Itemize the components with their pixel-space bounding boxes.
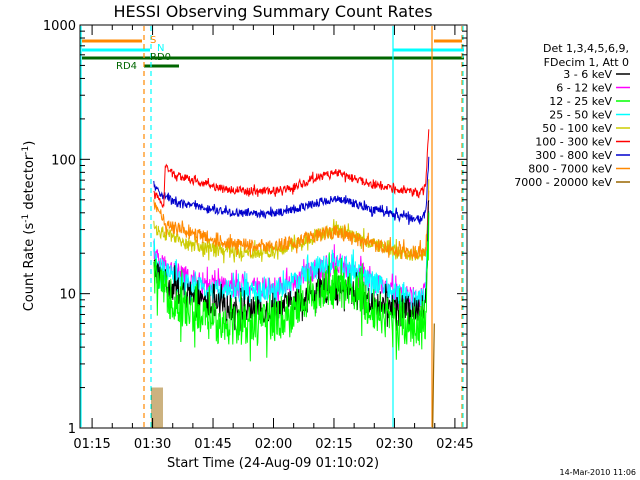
plot-frame xyxy=(80,25,467,428)
legend-label-8: 800 - 7000 keV xyxy=(528,163,612,176)
y-tick-label-1000: 1000 xyxy=(43,19,76,34)
annotation-rd4: RD4 xyxy=(116,61,137,72)
y-axis-label-sup2: -1 xyxy=(21,146,31,155)
footer-timestamp: 14-Mar-2010 11:06 xyxy=(560,468,637,477)
chart-title: HESSI Observing Summary Count Rates xyxy=(113,2,432,21)
legend-label-9: 7000 - 20000 keV xyxy=(514,176,612,189)
y-tick-label-10: 10 xyxy=(59,288,76,303)
x-tick-label-0200: 02:00 xyxy=(255,437,292,452)
y-axis-label-sup1: -1 xyxy=(21,214,31,223)
legend-label-4: 25 - 50 keV xyxy=(549,109,612,122)
plot-area xyxy=(80,25,467,428)
tick-labels: 1 10 100 1000 01:15 01:30 01:45 02:00 02:15 02:30… xyxy=(43,19,474,452)
count-rate-chart: HESSI Observing Summary Count Rates Star… xyxy=(0,0,640,480)
x-tick-label-0145: 01:45 xyxy=(194,437,231,452)
x-tick-label-0215: 02:15 xyxy=(315,437,352,452)
series-lines xyxy=(152,129,434,428)
annotation-rd0: RD0 xyxy=(150,52,171,63)
series-line-9 xyxy=(433,324,435,429)
y-axis-label-main: Count Rate (s xyxy=(22,223,37,312)
y-axis-label-mid: detector xyxy=(22,154,37,214)
legend-label-3: 12 - 25 keV xyxy=(549,95,612,108)
legend-label-7: 300 - 800 keV xyxy=(535,149,612,162)
axis-ticks xyxy=(80,25,467,428)
y-tick-label-100: 100 xyxy=(51,153,76,168)
boundary-lines xyxy=(81,26,463,427)
series-line-6 xyxy=(154,129,429,207)
legend-label-5: 50 - 100 keV xyxy=(542,122,612,135)
state-bars xyxy=(82,41,464,66)
legend: Det 1,3,4,5,6,9, FDecim 1, Att 0 3 - 6 k… xyxy=(514,42,630,189)
x-tick-label-0115: 01:15 xyxy=(73,437,110,452)
legend-label-6: 100 - 300 keV xyxy=(535,136,612,149)
x-tick-label-0245: 02:45 xyxy=(436,437,473,452)
y-axis-label-end: ) xyxy=(22,141,37,146)
x-tick-label-0130: 01:30 xyxy=(134,437,171,452)
legend-label-2: 6 - 12 keV xyxy=(556,82,612,95)
legend-label-1: 3 - 6 keV xyxy=(563,68,612,81)
x-tick-label-0230: 02:30 xyxy=(376,437,413,452)
x-axis-label: Start Time (24-Aug-09 01:10:02) xyxy=(167,456,379,471)
legend-header-line-1: Det 1,3,4,5,6,9, xyxy=(543,42,629,55)
annotation-s: S xyxy=(150,35,156,46)
y-axis-label: Count Rate (s-1 detector-1) xyxy=(21,141,37,312)
y-tick-label-1: 1 xyxy=(68,422,76,437)
series-line-7 xyxy=(154,157,429,225)
